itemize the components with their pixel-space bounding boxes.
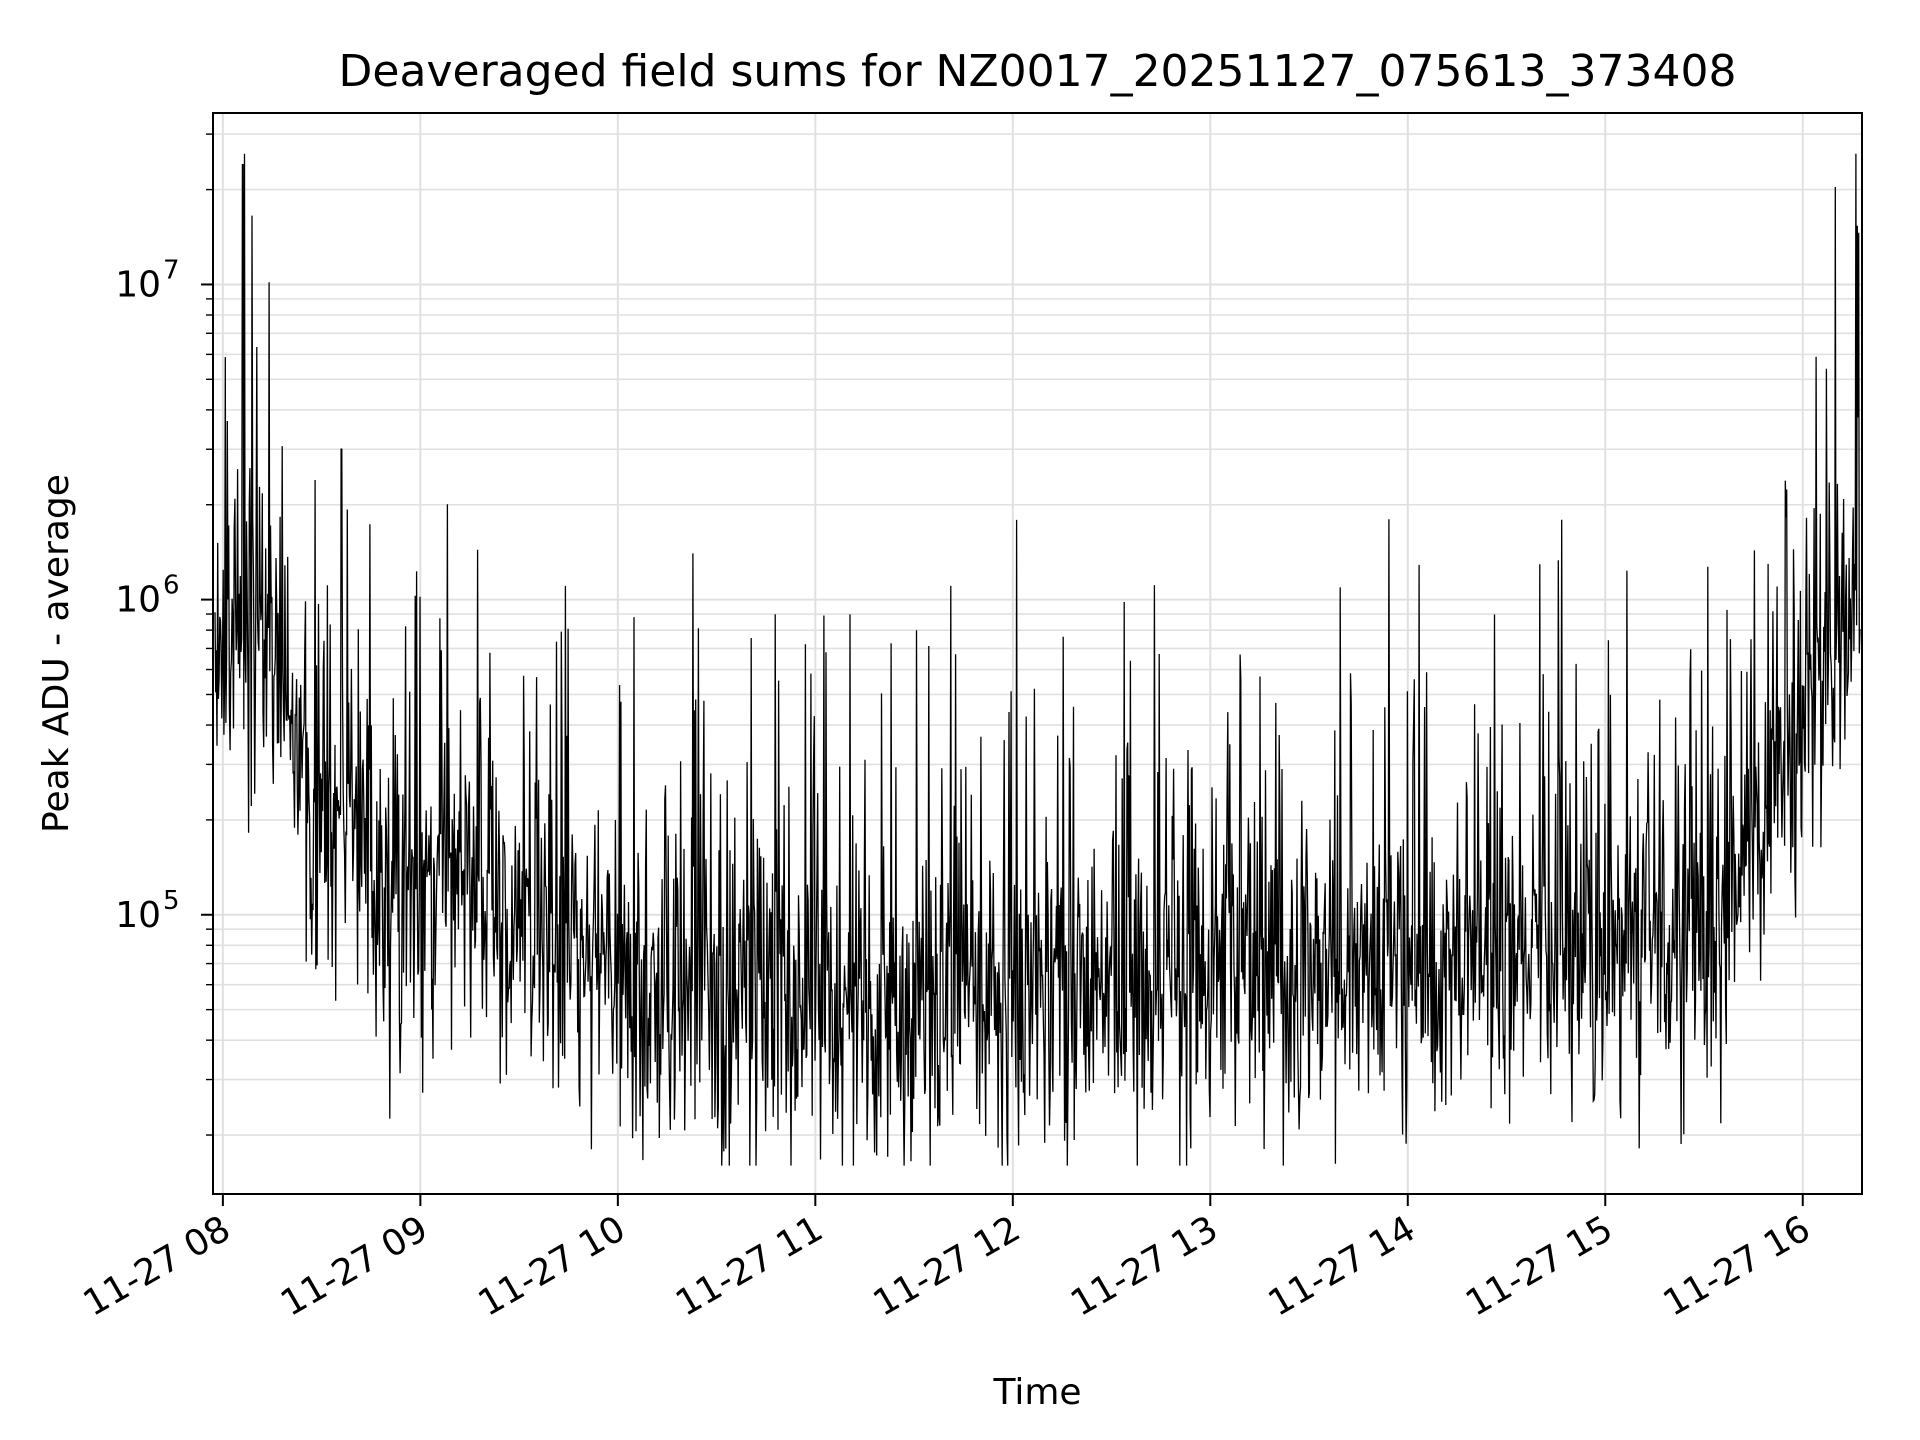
y-tick-exponent: 5 <box>163 886 180 916</box>
series-line <box>214 153 1861 1166</box>
x-axis-label: Time <box>992 1372 1081 1413</box>
chart-title: Deaveraged field sums for NZ0017_2025112… <box>339 46 1737 97</box>
y-tick-label: 10 <box>115 264 161 305</box>
grid-layer <box>213 113 1862 1194</box>
y-tick-label: 10 <box>115 580 161 621</box>
y-tick-label: 10 <box>115 895 161 936</box>
series-layer <box>214 153 1861 1166</box>
plot-frame <box>212 112 1863 1195</box>
y-tick-exponent: 7 <box>163 255 180 285</box>
y-axis-label: Peak ADU - average <box>36 474 77 833</box>
y-tick-exponent: 6 <box>163 571 180 601</box>
